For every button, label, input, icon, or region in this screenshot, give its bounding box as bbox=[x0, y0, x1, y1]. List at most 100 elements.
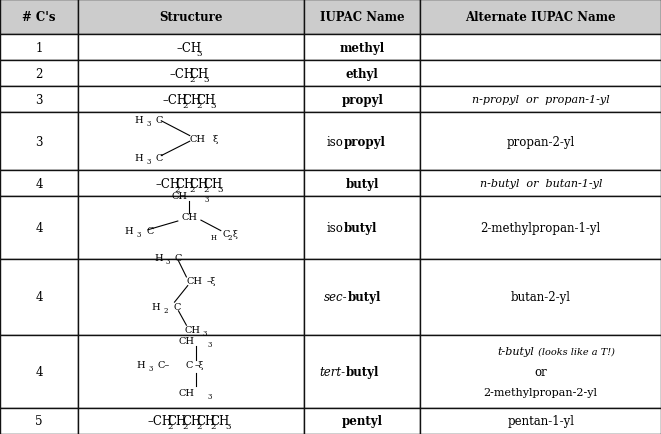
Text: pentan-1-yl: pentan-1-yl bbox=[507, 414, 574, 427]
Bar bbox=[78, 171, 304, 197]
Text: butan-2-yl: butan-2-yl bbox=[511, 291, 570, 304]
Bar bbox=[0, 35, 78, 61]
Text: C: C bbox=[186, 360, 193, 369]
Bar bbox=[304, 171, 420, 197]
Text: iso: iso bbox=[327, 135, 344, 148]
Bar bbox=[0, 197, 78, 260]
Bar bbox=[420, 113, 661, 171]
Text: ξ: ξ bbox=[233, 229, 237, 238]
Text: 2: 2 bbox=[211, 422, 216, 431]
Text: Alternate IUPAC Name: Alternate IUPAC Name bbox=[465, 11, 616, 24]
Text: 4: 4 bbox=[35, 177, 43, 190]
Text: H: H bbox=[135, 154, 143, 162]
Bar bbox=[420, 87, 661, 113]
Bar bbox=[420, 197, 661, 260]
Text: 4: 4 bbox=[35, 291, 43, 304]
Bar bbox=[420, 35, 661, 61]
Text: –CH: –CH bbox=[169, 68, 194, 81]
Text: CH: CH bbox=[190, 135, 206, 143]
Bar bbox=[304, 113, 420, 171]
Text: t-butyl: t-butyl bbox=[497, 346, 534, 356]
Text: n-propyl  or  propan-1-yl: n-propyl or propan-1-yl bbox=[472, 95, 609, 105]
Bar bbox=[420, 260, 661, 335]
Text: 2: 2 bbox=[196, 422, 202, 431]
Bar bbox=[304, 197, 420, 260]
Bar bbox=[78, 35, 304, 61]
Text: ξ: ξ bbox=[212, 135, 217, 143]
Text: CH: CH bbox=[196, 414, 215, 427]
Text: 2: 2 bbox=[168, 422, 173, 431]
Bar bbox=[0, 87, 78, 113]
Text: iso: iso bbox=[327, 221, 344, 234]
Text: butyl: butyl bbox=[348, 291, 381, 304]
Bar bbox=[0, 408, 78, 434]
Bar bbox=[304, 0, 420, 35]
Text: IUPAC Name: IUPAC Name bbox=[320, 11, 405, 24]
Text: C: C bbox=[222, 229, 229, 238]
Text: # C's: # C's bbox=[22, 11, 56, 24]
Text: 2: 2 bbox=[35, 68, 43, 81]
Bar bbox=[0, 335, 78, 408]
Text: –CH: –CH bbox=[162, 94, 187, 106]
Text: 5: 5 bbox=[35, 414, 43, 427]
Text: propan-2-yl: propan-2-yl bbox=[506, 135, 575, 148]
Text: 3: 3 bbox=[225, 422, 230, 431]
Text: methyl: methyl bbox=[340, 42, 385, 55]
Bar bbox=[0, 0, 78, 35]
Text: 3: 3 bbox=[210, 102, 216, 110]
Text: 4: 4 bbox=[35, 221, 43, 234]
Text: CH: CH bbox=[175, 177, 194, 190]
Bar bbox=[78, 260, 304, 335]
Text: 2: 2 bbox=[189, 185, 194, 194]
Text: H: H bbox=[124, 227, 133, 236]
Text: 3: 3 bbox=[136, 230, 141, 239]
Text: CH: CH bbox=[186, 276, 202, 285]
Text: 2: 2 bbox=[182, 102, 187, 110]
Text: CH: CH bbox=[204, 177, 223, 190]
Text: Structure: Structure bbox=[159, 11, 223, 24]
Text: C: C bbox=[146, 227, 153, 236]
Bar bbox=[0, 61, 78, 87]
Text: or: or bbox=[534, 365, 547, 378]
Text: 3: 3 bbox=[35, 94, 43, 106]
Text: H: H bbox=[210, 233, 216, 241]
Bar bbox=[420, 171, 661, 197]
Text: 2-methylpropan-1-yl: 2-methylpropan-1-yl bbox=[481, 221, 601, 234]
Bar bbox=[304, 35, 420, 61]
Text: 3: 3 bbox=[166, 258, 171, 266]
Bar bbox=[304, 61, 420, 87]
Text: 3: 3 bbox=[208, 391, 212, 400]
Text: 2: 2 bbox=[175, 185, 180, 194]
Text: 2: 2 bbox=[227, 233, 232, 241]
Bar bbox=[0, 260, 78, 335]
Text: (looks like a T!): (looks like a T!) bbox=[535, 347, 615, 355]
Bar bbox=[78, 0, 304, 35]
Bar bbox=[304, 408, 420, 434]
Text: C–: C– bbox=[157, 360, 170, 369]
Text: 2: 2 bbox=[189, 76, 194, 84]
Bar bbox=[78, 408, 304, 434]
Text: tert-: tert- bbox=[319, 365, 346, 378]
Text: propyl: propyl bbox=[341, 94, 383, 106]
Text: pentyl: pentyl bbox=[342, 414, 383, 427]
Text: 3: 3 bbox=[196, 50, 202, 58]
Text: 3: 3 bbox=[147, 158, 151, 165]
Text: 3: 3 bbox=[204, 196, 209, 204]
Bar bbox=[420, 335, 661, 408]
Text: 2: 2 bbox=[204, 185, 209, 194]
Text: CH: CH bbox=[189, 68, 209, 81]
Bar bbox=[420, 0, 661, 35]
Bar bbox=[78, 87, 304, 113]
Text: 3: 3 bbox=[204, 76, 209, 84]
Text: 2: 2 bbox=[163, 306, 168, 314]
Text: C: C bbox=[173, 302, 180, 311]
Text: C: C bbox=[175, 254, 182, 263]
Text: –ξ: –ξ bbox=[206, 276, 215, 285]
Bar bbox=[420, 408, 661, 434]
Text: sec-: sec- bbox=[324, 291, 348, 304]
Bar bbox=[78, 197, 304, 260]
Bar bbox=[78, 335, 304, 408]
Bar bbox=[78, 61, 304, 87]
Bar bbox=[420, 61, 661, 87]
Text: 3: 3 bbox=[217, 185, 223, 194]
